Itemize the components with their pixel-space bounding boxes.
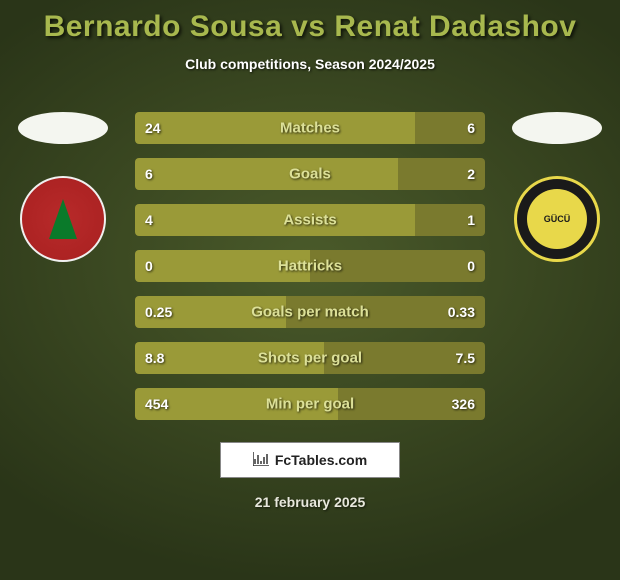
stat-value-right: 2 <box>467 166 475 182</box>
stat-seg-left <box>135 158 398 190</box>
stat-value-left: 8.8 <box>145 350 164 366</box>
badge-inner-icon: GÜCÜ <box>527 189 587 249</box>
stats-bars: 246Matches62Goals41Assists00Hattricks0.2… <box>135 112 485 420</box>
stat-seg-left <box>135 112 415 144</box>
stat-value-right: 326 <box>452 396 475 412</box>
stat-row: 00Hattricks <box>135 250 485 282</box>
stat-row: 62Goals <box>135 158 485 190</box>
stat-value-left: 4 <box>145 212 153 228</box>
container: Bernardo Sousa vs Renat Dadashov Club co… <box>0 0 620 580</box>
player-right: GÜCÜ <box>497 112 617 262</box>
stat-value-right: 0.33 <box>448 304 475 320</box>
stat-value-right: 0 <box>467 258 475 274</box>
page-title: Bernardo Sousa vs Renat Dadashov <box>0 10 620 44</box>
stat-value-left: 0.25 <box>145 304 172 320</box>
silhouette-head-left <box>18 112 108 144</box>
tree-icon <box>49 199 77 239</box>
stat-value-left: 454 <box>145 396 168 412</box>
stat-seg-left <box>135 250 310 282</box>
brand-box: FcTables.com <box>220 442 400 478</box>
brand-text: FcTables.com <box>275 452 367 468</box>
stat-value-left: 6 <box>145 166 153 182</box>
player-left <box>3 112 123 262</box>
stat-value-left: 0 <box>145 258 153 274</box>
chart-icon <box>253 452 269 469</box>
stat-value-right: 7.5 <box>456 350 475 366</box>
silhouette-head-right <box>512 112 602 144</box>
stat-row: 454326Min per goal <box>135 388 485 420</box>
stat-seg-right <box>310 250 485 282</box>
date: 21 february 2025 <box>0 494 620 510</box>
stat-row: 0.250.33Goals per match <box>135 296 485 328</box>
stat-row: 8.87.5Shots per goal <box>135 342 485 374</box>
subtitle: Club competitions, Season 2024/2025 <box>0 56 620 72</box>
stat-row: 41Assists <box>135 204 485 236</box>
stat-value-right: 6 <box>467 120 475 136</box>
stat-seg-left <box>135 204 415 236</box>
stat-value-left: 24 <box>145 120 161 136</box>
club-badge-right: GÜCÜ <box>514 176 600 262</box>
content-row: 246Matches62Goals41Assists00Hattricks0.2… <box>0 112 620 420</box>
club-badge-left <box>20 176 106 262</box>
stat-value-right: 1 <box>467 212 475 228</box>
stat-row: 246Matches <box>135 112 485 144</box>
